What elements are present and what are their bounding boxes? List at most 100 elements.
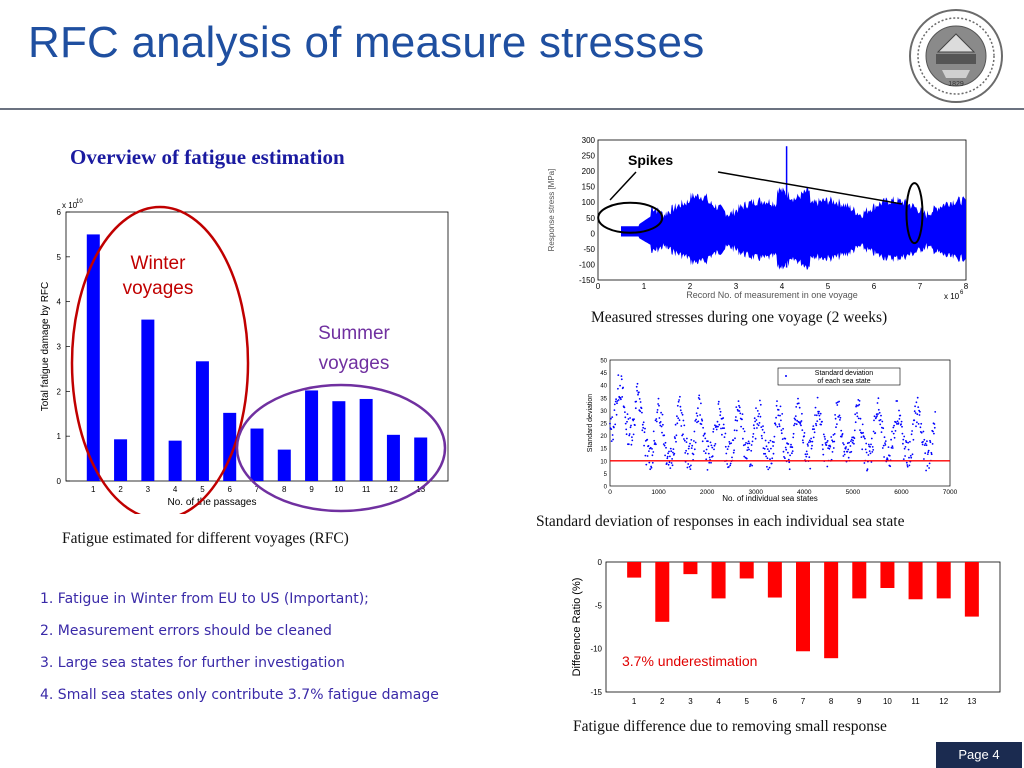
scatter-point: [664, 454, 666, 457]
scatter-point: [699, 414, 701, 416]
scatter-point: [669, 455, 671, 458]
scatter-point: [822, 453, 825, 456]
scatter-point: [780, 432, 783, 435]
scatter-point: [740, 425, 742, 428]
scatter-point: [801, 439, 804, 442]
scatter-point: [651, 448, 653, 450]
scatter-point: [690, 447, 693, 449]
scatter-point: [847, 456, 850, 459]
x-axis-label: No. of individual sea states: [722, 494, 818, 502]
scatter-point: [620, 378, 623, 381]
note-item: 3. Large sea states for further investig…: [40, 655, 345, 671]
scatter-point: [864, 448, 867, 451]
x-tick-label: 10: [334, 485, 343, 494]
scatter-point: [879, 419, 882, 421]
scatter-point: [858, 403, 861, 406]
scatter-point: [656, 411, 659, 414]
scatter-point: [711, 446, 714, 449]
x-tick-label: 4: [716, 697, 721, 706]
scatter-point: [893, 424, 895, 427]
scatter-point: [683, 439, 686, 442]
scatter-point: [895, 421, 897, 424]
scatter-point: [801, 429, 804, 431]
scatter-point: [856, 415, 859, 418]
scatter-point: [753, 417, 756, 420]
scatter-point: [863, 436, 865, 438]
scatter-point: [832, 434, 835, 436]
scatter-point: [627, 418, 630, 420]
stress-chart-caption: Measured stresses during one voyage (2 w…: [591, 309, 888, 326]
scatter-point: [722, 423, 725, 426]
scatter-point: [759, 399, 761, 402]
scatter-point: [840, 429, 843, 432]
scatter-point: [861, 448, 864, 451]
y-tick-label: 40: [600, 384, 607, 390]
scatter-point: [824, 438, 826, 440]
scatter-point: [651, 461, 654, 464]
y-tick-label: -50: [583, 245, 595, 254]
scatter-point: [686, 437, 688, 440]
scatter-point: [920, 431, 923, 434]
scatter-point: [664, 441, 667, 444]
scatter-point: [841, 433, 844, 435]
scatter-point: [659, 424, 662, 427]
scatter-point: [816, 420, 819, 422]
scatter-point: [703, 450, 705, 452]
scatter-point: [912, 423, 914, 425]
scatter-point: [881, 447, 884, 449]
bar: [880, 562, 895, 588]
scatter-point: [661, 431, 663, 434]
scatter-point: [872, 449, 875, 451]
x-tick-label: 8: [282, 485, 287, 494]
scatter-point: [675, 440, 677, 443]
scatter-point: [757, 415, 760, 418]
scatter-point: [843, 453, 846, 456]
scatter-point: [857, 399, 860, 401]
scatter-point: [754, 420, 756, 423]
scatter-point: [610, 417, 612, 420]
bar: [386, 434, 400, 481]
scatter-point: [808, 439, 811, 442]
scatter-point: [721, 433, 723, 436]
scatter-point: [764, 439, 767, 442]
legend-label-line2: of each sea state: [817, 378, 870, 385]
x-tick-label: 6: [227, 485, 232, 494]
scatter-point: [869, 446, 871, 448]
scatter-point: [737, 400, 740, 402]
x-tick-label: 7: [918, 282, 923, 291]
scatter-point: [688, 465, 691, 468]
scatter-point: [778, 423, 781, 425]
scatter-point: [761, 428, 764, 431]
scatter-point: [897, 422, 900, 425]
scatter-point: [698, 394, 701, 397]
scatter-point: [767, 441, 770, 444]
scatter-point: [900, 420, 903, 423]
scatter-point: [814, 414, 816, 416]
x-tick-label: 11: [911, 697, 920, 706]
scatter-point: [719, 410, 722, 413]
winter-label: Winter voyages: [123, 253, 194, 299]
scatter-point: [859, 417, 862, 420]
scatter-point: [679, 409, 682, 412]
scatter-point: [756, 410, 759, 412]
scatter-point: [883, 436, 886, 439]
x-tick-label: 3000: [748, 489, 763, 496]
scatter-point: [797, 402, 800, 405]
note-item: 1. Fatigue in Winter from EU to US (Impo…: [40, 591, 369, 607]
scatter-point: [670, 462, 673, 464]
scatter-point: [746, 442, 749, 445]
scatter-point: [813, 431, 816, 434]
scatter-point: [641, 411, 643, 414]
scatter-point: [653, 439, 656, 442]
scatter-point: [829, 445, 832, 448]
scatter-point: [624, 422, 627, 425]
scatter-point: [701, 440, 704, 443]
x-tick-label: 5000: [846, 489, 861, 496]
scatter-point: [623, 406, 626, 409]
scatter-point: [758, 422, 761, 424]
scatter-point: [758, 413, 760, 415]
scatter-point: [713, 444, 716, 447]
scatter-point: [848, 441, 850, 444]
scatter-point: [888, 454, 891, 457]
scatter-point: [683, 424, 686, 427]
